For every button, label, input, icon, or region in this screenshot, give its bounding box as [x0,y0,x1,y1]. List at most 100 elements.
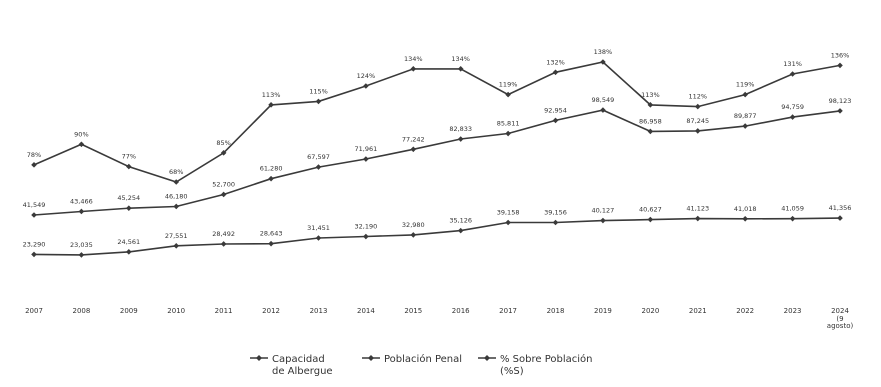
data-point-capacidad [694,215,701,222]
x-tick-label: 2012 [262,307,280,315]
series-poblacion: 41,549 43,466 45,254 46,180 52,700 61,280 67,5… [23,96,851,218]
data-label-pct: 85% [216,139,230,147]
x-tick-sublabel: agosto) [827,322,854,330]
data-label-poblacion: 43,466 [70,198,93,206]
series-line-pct [33,61,841,183]
series-line-poblacion [33,109,841,216]
data-point-poblacion [31,212,37,218]
data-point-poblacion [505,130,511,137]
data-point-pct [31,162,37,168]
data-point-poblacion [837,108,843,114]
data-point-poblacion [315,164,322,170]
data-label-poblacion: 89,877 [734,112,757,120]
data-point-capacidad [505,219,511,226]
data-label-capacidad: 27,551 [165,232,188,240]
legend-label: Población Penal [384,353,462,365]
data-point-poblacion [126,205,132,211]
data-label-capacidad: 40,627 [639,206,662,214]
data-point-pct [837,62,843,69]
data-label-pct: 124% [357,72,376,80]
x-tick-label: 2021 [689,307,707,315]
data-point-poblacion [742,123,748,129]
data-point-poblacion [457,136,464,142]
data-label-poblacion: 86,958 [639,117,662,125]
data-label-pct: 134% [404,55,423,63]
x-axis: 2007 2008 2009 2010 2011 2012 2013 2014 2015 2016… [25,307,853,330]
data-point-poblacion [220,191,227,198]
data-point-pct [647,102,654,108]
x-tick-label: 2014 [357,307,375,315]
data-label-poblacion: 87,245 [686,117,709,125]
data-point-pct [742,91,748,98]
data-point-capacidad [363,233,369,240]
x-tick-label: 2019 [594,307,612,315]
data-label-pct: 138% [594,48,613,56]
data-point-pct [600,59,606,65]
data-point-capacidad [173,243,180,249]
data-point-capacidad [126,249,132,255]
data-point-pct [552,69,559,76]
legend-label: de Albergue [272,366,333,377]
x-tick-label: 2013 [310,307,328,315]
legend-marker [256,355,262,361]
legend-marker [484,355,490,361]
data-label-poblacion: 52,700 [212,181,235,189]
data-label-capacidad: 41,123 [686,205,709,213]
data-label-pct: 112% [689,93,708,101]
data-label-poblacion: 85,811 [497,120,520,128]
data-point-pct [363,83,369,89]
data-label-poblacion: 92,954 [544,106,567,114]
legend-label: Capacidad [272,354,325,365]
data-point-poblacion [789,114,796,120]
data-label-pct: 131% [783,60,802,68]
data-point-poblacion [694,128,701,134]
data-label-capacidad: 28,492 [212,230,235,238]
legend-label: (%S) [500,366,524,377]
data-point-pct [220,150,227,156]
data-label-poblacion: 94,759 [781,103,804,111]
data-point-capacidad [31,251,37,258]
data-point-capacidad [457,227,464,234]
data-point-capacidad [742,215,748,222]
data-label-pct: 119% [499,81,518,89]
data-label-pct: 113% [262,91,281,99]
x-tick-label: 2009 [120,307,138,315]
data-label-pct: 68% [169,168,183,176]
x-tick-label: 2024 [831,307,849,315]
data-point-pct [457,66,464,72]
data-point-poblacion [552,117,559,124]
data-point-pct [78,141,85,148]
data-label-poblacion: 46,180 [165,193,188,201]
data-label-capacidad: 39,158 [497,209,520,217]
data-label-poblacion: 98,549 [592,96,615,104]
data-point-capacidad [552,219,559,226]
series-pct: 78% 90% 77% 68% 85% 113% 115% 124% 134% 134% 119% 1… [27,48,850,185]
x-tick-label: 2015 [404,307,422,315]
data-point-poblacion [363,156,369,162]
data-label-capacidad: 23,035 [70,241,93,249]
data-label-poblacion: 71,961 [355,145,378,153]
data-label-capacidad: 32,190 [355,223,378,231]
data-label-capacidad: 41,356 [829,204,852,212]
data-point-pct [126,163,132,170]
data-point-poblacion [173,203,180,210]
data-label-capacidad: 41,018 [734,205,757,213]
series-layer: 23,290 23,035 24,561 27,551 28,492 28,643 31,4… [23,48,852,258]
data-label-pct: 136% [831,51,850,59]
data-label-pct: 77% [122,153,136,161]
data-point-capacidad [647,216,654,223]
data-label-capacidad: 24,561 [117,238,140,246]
data-label-poblacion: 41,549 [23,201,46,209]
x-tick-label: 2010 [167,307,185,315]
data-point-capacidad [600,217,606,224]
legend-item-pct: % Sobre Población(%S) [478,353,593,377]
data-point-pct [694,103,701,110]
data-point-capacidad [268,240,274,247]
legend-label: % Sobre Población [500,353,593,365]
data-point-capacidad [837,215,843,221]
x-tick-label: 2016 [452,307,470,315]
